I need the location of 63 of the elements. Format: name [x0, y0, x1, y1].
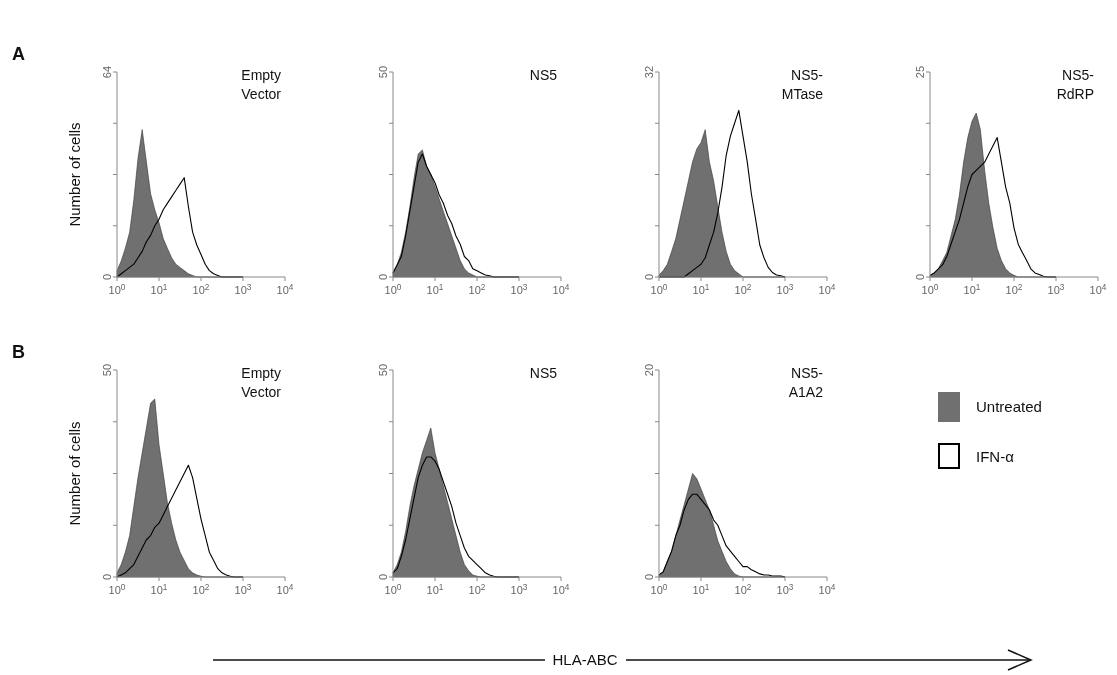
x-tick-label: 10$^{1}$ — [150, 582, 168, 596]
x-tick-label: 10$^{1}$ — [963, 282, 981, 296]
x-axis-title: HLA-ABC — [552, 651, 618, 668]
y-tick-label: 0 — [914, 273, 926, 281]
text: A — [12, 44, 25, 64]
y-tick-label: 0 — [643, 573, 655, 581]
x-tick-label: 10$^{4}$ — [552, 282, 570, 296]
chart-title: Empty Vector — [241, 365, 282, 400]
x-tick-label: 10$^{4}$ — [276, 282, 294, 296]
x-tick-label: 10$^{2}$ — [192, 282, 210, 296]
x-tick-label: 10$^{3}$ — [776, 582, 794, 596]
y-tick-label: 25 — [914, 65, 926, 79]
y-tick-label: 0 — [377, 573, 389, 581]
x-tick-label: 10$^{2}$ — [734, 282, 752, 296]
x-tick-label: 10$^{4}$ — [276, 582, 294, 596]
y-tick-label: 32 — [643, 65, 655, 79]
x-tick-label: 10$^{3}$ — [234, 582, 252, 596]
x-tick-label: 10$^{0}$ — [384, 582, 402, 596]
text: B — [12, 342, 25, 362]
x-tick-label: 10$^{0}$ — [108, 582, 126, 596]
x-tick-label: 10$^{4}$ — [1089, 282, 1107, 296]
chart-title: NS5- A1A2 — [788, 365, 824, 400]
y-axis-title: Number of cells — [66, 421, 83, 526]
chart-title: NS5- RdRP — [1056, 67, 1095, 102]
x-tick-label: 10$^{1}$ — [426, 282, 444, 296]
y-tick-label: 0 — [101, 573, 113, 581]
y-tick-label: 50 — [377, 65, 389, 79]
x-tick-label: 10$^{0}$ — [384, 282, 402, 296]
y-tick-label: 64 — [101, 65, 113, 79]
y-tick-label: 0 — [377, 273, 389, 281]
x-tick-label: 10$^{1}$ — [692, 282, 710, 296]
x-tick-label: 10$^{1}$ — [426, 582, 444, 596]
x-tick-label: 10$^{0}$ — [650, 582, 668, 596]
x-tick-label: 10$^{2}$ — [192, 582, 210, 596]
chart-title: Empty Vector — [241, 67, 282, 102]
x-tick-label: 10$^{0}$ — [921, 282, 939, 296]
x-tick-label: 10$^{4}$ — [552, 582, 570, 596]
y-tick-label: 20 — [643, 363, 655, 377]
x-tick-label: 10$^{4}$ — [818, 582, 836, 596]
chart-title: NS5- MTase — [781, 67, 824, 102]
x-tick-label: 10$^{3}$ — [510, 582, 528, 596]
x-tick-label: 10$^{4}$ — [818, 282, 836, 296]
x-tick-label: 10$^{3}$ — [510, 282, 528, 296]
x-tick-label: 10$^{1}$ — [692, 582, 710, 596]
x-tick-label: 10$^{2}$ — [1005, 282, 1023, 296]
legend-label: IFN-α — [976, 448, 1015, 465]
x-tick-label: 10$^{3}$ — [776, 282, 794, 296]
x-tick-label: 10$^{2}$ — [468, 582, 486, 596]
y-tick-label: 50 — [101, 363, 113, 377]
y-tick-label: 50 — [377, 363, 389, 377]
y-tick-label: 0 — [643, 273, 655, 281]
chart-title: NS5 — [529, 67, 558, 83]
x-tick-label: 10$^{3}$ — [234, 282, 252, 296]
chart-title: NS5 — [529, 365, 558, 381]
x-tick-label: 10$^{0}$ — [108, 282, 126, 296]
y-axis-title: Number of cells — [66, 122, 83, 227]
legend-label: Untreated — [976, 398, 1042, 415]
x-tick-label: 10$^{0}$ — [650, 282, 668, 296]
x-tick-label: 10$^{1}$ — [150, 282, 168, 296]
x-tick-label: 10$^{2}$ — [734, 582, 752, 596]
y-tick-label: 0 — [101, 273, 113, 281]
x-tick-label: 10$^{2}$ — [468, 282, 486, 296]
x-tick-label: 10$^{3}$ — [1047, 282, 1065, 296]
